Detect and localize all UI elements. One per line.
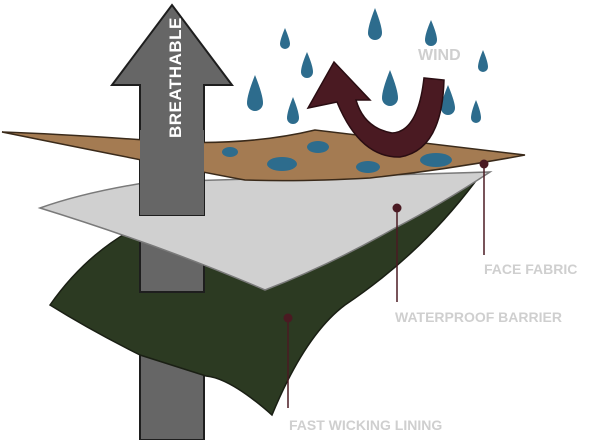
rain-drop-icon [382,70,398,106]
fast-wicking-lining-label: FAST WICKING LINING [289,417,442,433]
rain-drop-icon [301,52,313,78]
wind-label: WIND [418,47,461,64]
rain-drops [247,8,488,124]
rain-drop-icon [471,100,481,123]
rain-drop-icon [280,28,290,49]
rain-drop-icon [441,85,455,115]
wind-arrow [306,60,445,158]
rain-drop-icon [368,8,382,40]
rain-drop-icon [287,97,299,124]
waterproof-barrier-callout [392,203,402,302]
waterproof-barrier-label: WATERPROOF BARRIER [395,309,562,325]
breathable-arrow-overlap [140,130,204,215]
rain-drop-icon [425,20,437,46]
face-fabric-callout [479,159,489,255]
rain-drop-icon [478,50,488,72]
face-fabric-label: FACE FABRIC [484,261,577,277]
breathable-label: BREATHABLE [166,17,185,138]
fast-wicking-lining-callout [283,313,293,408]
rain-drop-icon [247,75,263,111]
